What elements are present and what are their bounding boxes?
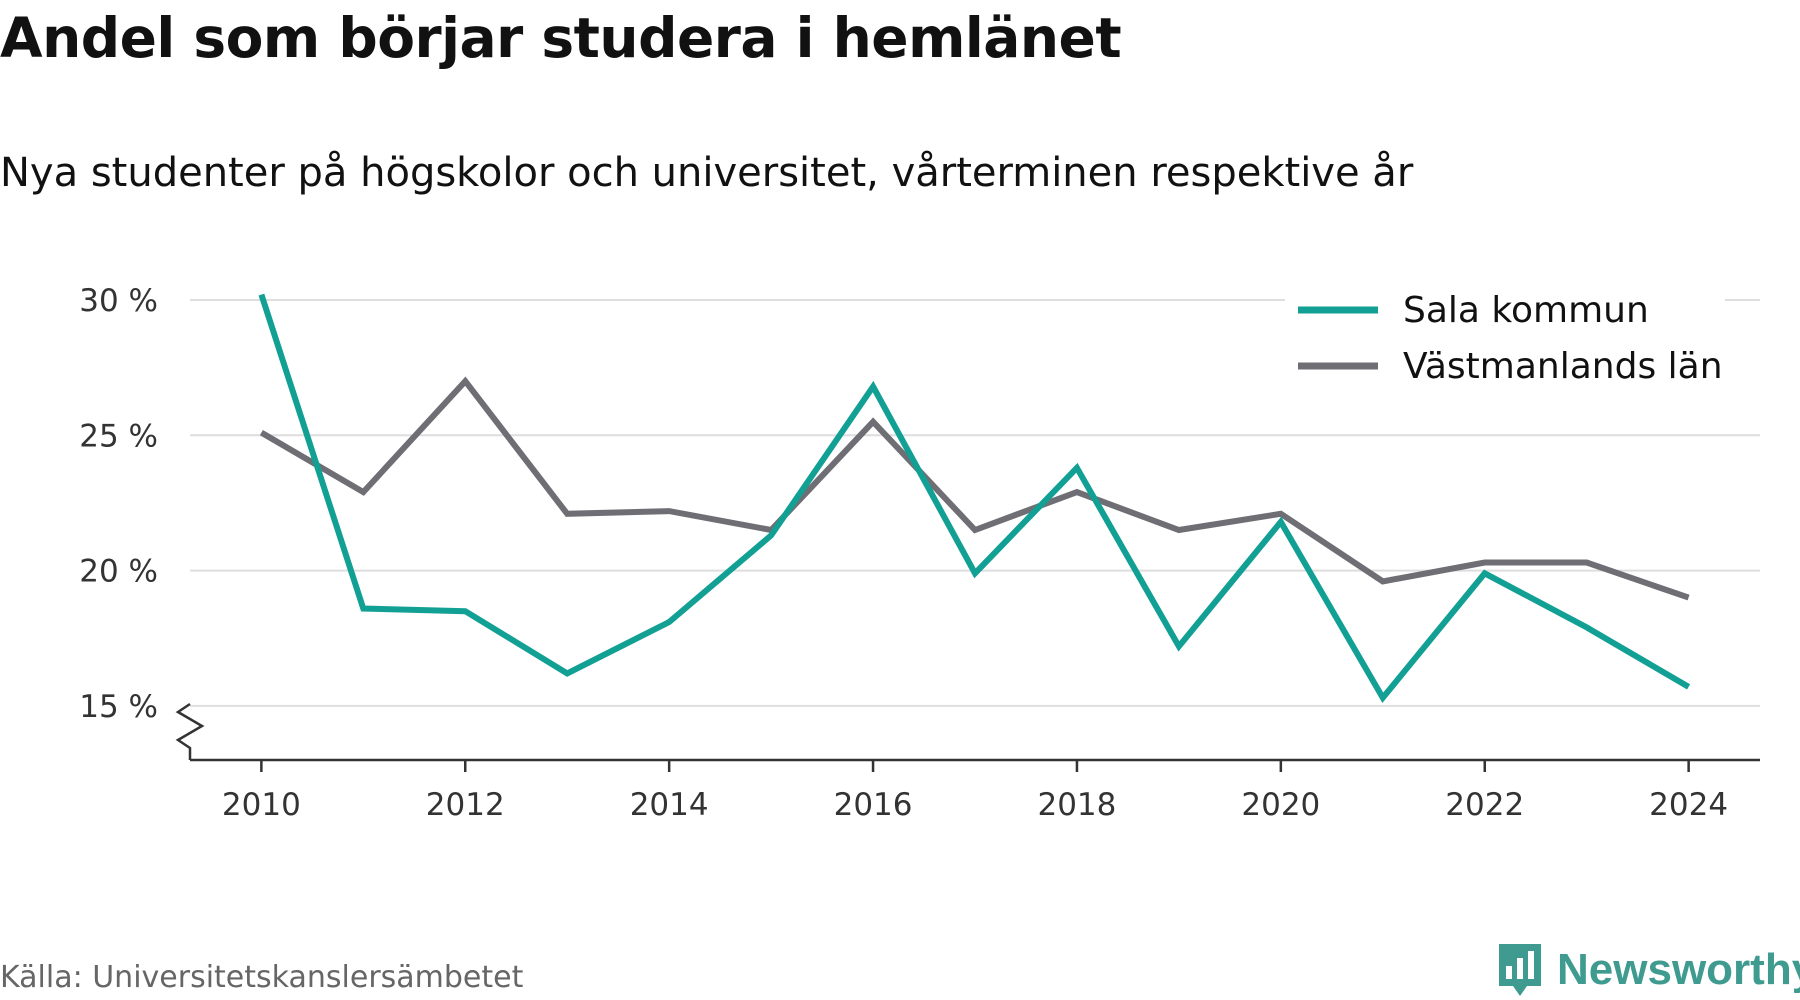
- x-axis: [175, 702, 1760, 772]
- series-lines: [258, 293, 1691, 704]
- chart-subtitle: Nya studenter på högskolor och universit…: [0, 150, 1414, 196]
- x-tick-label: 2018: [1037, 787, 1116, 823]
- source-note: Källa: Universitetskanslersämbetet: [0, 960, 524, 995]
- newsworthy-logo: Newsworthy: [1495, 940, 1800, 1000]
- newsworthy-logo-icon: [1499, 944, 1541, 996]
- x-tick-label: 2020: [1241, 787, 1320, 823]
- series-line-2: [259, 376, 1690, 601]
- legend-background: [1285, 296, 1725, 336]
- y-tick-label: 15 %: [79, 689, 158, 725]
- x-tick-label: 2014: [630, 787, 709, 823]
- series-line-1: [258, 293, 1691, 704]
- x-tick-label: 2010: [222, 787, 301, 823]
- legend-label: Västmanlands län: [1403, 346, 1723, 387]
- x-tick-label: 2012: [426, 787, 505, 823]
- newsworthy-logo-text: Newsworthy: [1557, 945, 1800, 994]
- legend: Sala kommun Västmanlands län: [1285, 290, 1725, 392]
- legend-background: [1285, 352, 1725, 392]
- x-tick-label: 2022: [1445, 787, 1524, 823]
- y-tick-label: 25 %: [79, 418, 158, 454]
- y-tick-label: 20 %: [79, 554, 158, 590]
- axis-break-mark: [175, 702, 205, 760]
- x-tick-label: 2024: [1649, 787, 1728, 823]
- y-axis-labels: 15 % 20 % 25 % 30 %: [79, 283, 158, 725]
- chart-title: Andel som börjar studera i hemlänet: [0, 6, 1122, 70]
- legend-label: Sala kommun: [1403, 290, 1649, 331]
- x-tick-label: 2016: [834, 787, 913, 823]
- x-axis-labels: 2010 2012 2014 2016 2018 2020 2022 2024: [222, 787, 1728, 823]
- y-tick-label: 30 %: [79, 283, 158, 319]
- line-chart: 15 % 20 % 25 % 30 % 2010 2012 2014 2016 2018 202…: [79, 283, 1760, 823]
